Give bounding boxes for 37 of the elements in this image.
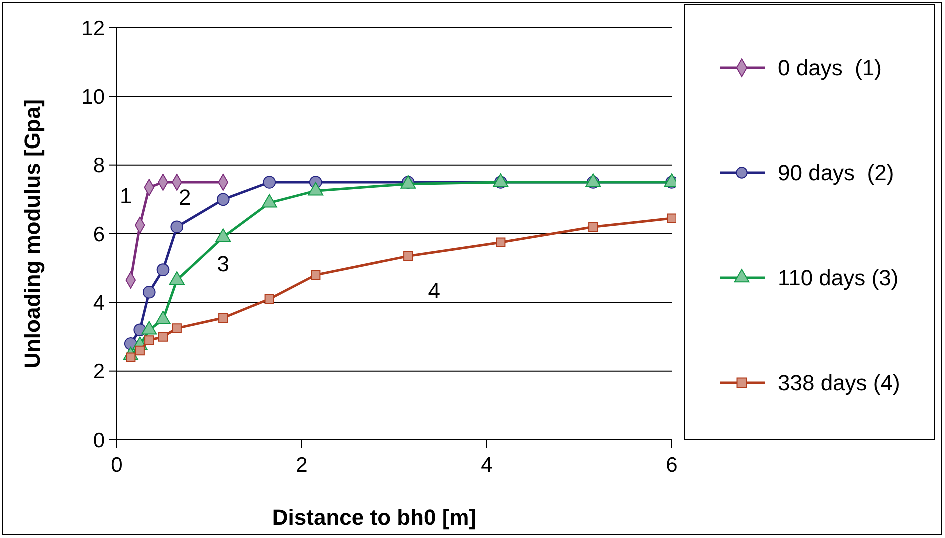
y-tick-label: 10 <box>82 86 105 110</box>
point <box>144 336 154 346</box>
legend-label: 0 days (1) <box>778 56 882 81</box>
annotation: 4 <box>428 278 440 304</box>
point <box>172 324 182 334</box>
point <box>135 346 145 356</box>
legend-label: 90 days (2) <box>778 160 894 186</box>
point <box>170 220 184 234</box>
y-tick-label: 4 <box>93 292 106 316</box>
point <box>263 176 276 189</box>
point <box>216 193 230 206</box>
y-axis-title: Unloading modulus [Gpa] <box>20 100 45 368</box>
point <box>158 332 168 342</box>
x-tick-label: 6 <box>666 454 678 477</box>
point <box>311 270 321 280</box>
annotation: 1 <box>120 183 132 208</box>
y-tick-label: 2 <box>93 360 105 384</box>
point <box>218 313 228 323</box>
point <box>264 294 274 304</box>
y-tick-label: 12 <box>82 17 105 40</box>
legend-label: 338 days (4) <box>778 370 900 396</box>
point <box>588 222 598 232</box>
x-tick-label: 0 <box>111 454 123 477</box>
annotation: 3 <box>217 251 230 276</box>
point <box>404 251 414 262</box>
y-tick-label: 0 <box>93 429 105 452</box>
x-tick-label: 2 <box>296 454 308 477</box>
point <box>156 264 170 276</box>
x-axis-title: Distance to bh0 [m] <box>272 505 477 530</box>
x-tick-label: 4 <box>481 454 494 477</box>
annotation: 2 <box>179 185 192 210</box>
legend-label: 110 days (3) <box>778 266 899 291</box>
point <box>667 214 676 224</box>
y-tick-label: 6 <box>93 223 105 246</box>
point <box>142 286 156 299</box>
y-tick-label: 8 <box>93 154 105 178</box>
point <box>496 238 506 248</box>
